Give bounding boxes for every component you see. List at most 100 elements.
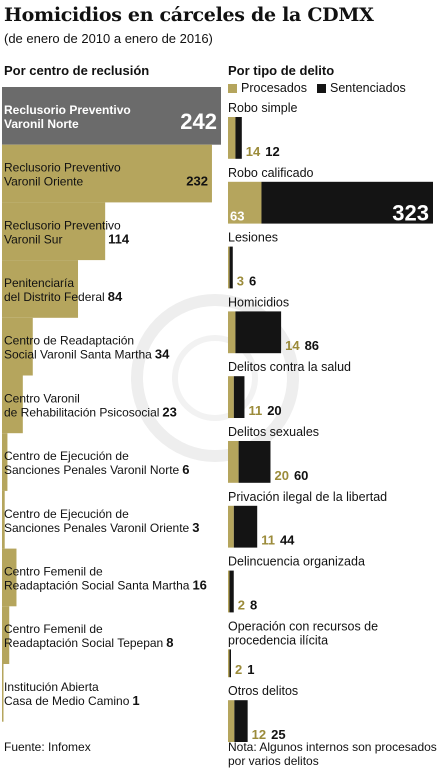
crime-label-7-line-1: Privación ilegal de la libertad xyxy=(228,490,387,504)
bar-center-label-7-line-1: Centro de Ejecución de xyxy=(4,449,129,463)
bar-center-11 xyxy=(2,664,4,722)
value-sentenciados-1: 12 xyxy=(265,144,279,159)
bar-procesados-2 xyxy=(228,181,262,224)
bar-procesados-8 xyxy=(228,570,230,613)
value-sentenciados-3: 6 xyxy=(249,273,256,288)
bar-center-label-10-line-2: Readaptación Social Tepepan xyxy=(4,636,163,650)
bar-center-value-7: 6 xyxy=(182,462,189,477)
bar-center-label-3-line-1: Reclusorio Preventivo xyxy=(4,218,121,232)
bar-center-value-2: 232 xyxy=(186,174,208,189)
bar-center-value-6: 23 xyxy=(162,404,176,419)
bar-center-label-1-line-2: Varonil Norte xyxy=(4,117,79,131)
bar-center-10 xyxy=(2,606,10,664)
crime-label-9-line-2: procedencia ilícita xyxy=(228,633,328,647)
crime-label-3-line-1: Lesiones xyxy=(228,231,278,245)
bar-center-label-6-line-1: Centro Varonil xyxy=(4,391,80,405)
footnote-line-1: Nota: Algunos internos son procesados xyxy=(228,740,437,754)
bar-center-value-4: 84 xyxy=(108,289,123,304)
value-procesados-6: 20 xyxy=(274,468,288,483)
bar-center-value-5: 34 xyxy=(155,347,170,362)
bar-center-label-9-line-2: Readaptación Social Santa Martha xyxy=(4,578,190,592)
bar-center-label-8-line-2: Sanciones Penales Varonil Oriente xyxy=(4,521,190,535)
bar-center-8 xyxy=(2,490,5,549)
bar-center-label-4-line-1: Penitenciaría xyxy=(4,276,74,290)
bar-sentenciados-1 xyxy=(235,117,242,159)
legend-swatch-procesados xyxy=(228,83,237,93)
crime-label-9-line-1: Operación con recursos de xyxy=(228,619,378,633)
bar-sentenciados-6 xyxy=(238,441,271,483)
value-sentenciados-8: 8 xyxy=(250,597,257,612)
chart-subtitle: (de enero de 2010 a enero de 2016) xyxy=(4,31,213,46)
value-procesados-3: 3 xyxy=(237,273,244,288)
bar-center-label-9-line-1: Centro Femenil de xyxy=(4,564,103,578)
bar-sentenciados-3 xyxy=(229,246,233,289)
bar-center-7 xyxy=(2,433,8,491)
value-sentenciados-6: 60 xyxy=(294,468,308,483)
value-sentenciados-10: 25 xyxy=(271,727,285,742)
bar-center-9 xyxy=(2,548,17,607)
bar-center-value-10: 8 xyxy=(166,635,173,650)
value-sentenciados-9: 1 xyxy=(247,662,254,677)
crime-label-10-line-1: Otros delitos xyxy=(228,684,298,698)
chart-title: Homicidios en cárceles de la CDMX xyxy=(4,4,374,26)
crime-label-2-line-1: Robo calificado xyxy=(228,166,314,180)
bar-center-5 xyxy=(2,317,33,376)
bar-center-value-11: 1 xyxy=(132,693,139,708)
bar-center-label-11-line-2: Casa de Medio Camino xyxy=(4,694,130,708)
value-procesados-4: 14 xyxy=(285,338,300,353)
bar-center-label-10-line-1: Centro Femenil de xyxy=(4,622,103,636)
value-procesados-9: 2 xyxy=(235,662,242,677)
bar-procesados-7 xyxy=(228,505,234,548)
bar-center-1 xyxy=(2,87,221,145)
bar-sentenciados-8 xyxy=(229,570,234,613)
crime-label-4-line-1: Homicidios xyxy=(228,295,289,309)
bar-sentenciados-10 xyxy=(234,700,248,742)
bar-center-label-7-line-2: Sanciones Penales Varonil Norte xyxy=(4,463,180,477)
bar-sentenciados-9 xyxy=(229,649,231,678)
bar-center-2 xyxy=(2,144,212,203)
bar-procesados-4 xyxy=(228,311,236,354)
bar-center-value-9: 16 xyxy=(192,577,206,592)
bar-center-value-1: 242 xyxy=(180,109,217,134)
value-procesados-10: 12 xyxy=(252,727,266,742)
bar-procesados-6 xyxy=(228,441,239,483)
value-sentenciados-2: 323 xyxy=(392,201,429,226)
bar-procesados-5 xyxy=(228,376,234,418)
bar-procesados-1 xyxy=(228,117,236,159)
crime-label-5-line-1: Delitos contra la salud xyxy=(228,360,351,374)
value-procesados-1: 14 xyxy=(246,144,261,159)
crime-label-8-line-1: Delincuencia organizada xyxy=(228,555,365,569)
value-sentenciados-5: 20 xyxy=(267,403,281,418)
crime-label-6-line-1: Delitos sexuales xyxy=(228,425,319,439)
bar-center-label-2-line-2: Varonil Oriente xyxy=(4,175,83,189)
bar-procesados-10 xyxy=(228,700,235,742)
emblem-watermark-icon xyxy=(131,294,299,462)
value-procesados-7: 11 xyxy=(261,533,275,548)
source-note: Fuente: Infomex xyxy=(4,740,91,754)
value-procesados-8: 2 xyxy=(238,597,245,612)
bar-procesados-3 xyxy=(228,246,230,289)
value-procesados-2: 63 xyxy=(230,209,244,224)
emblem-watermark-inner-icon xyxy=(172,335,258,421)
bar-center-label-3-line-2: Varonil Sur xyxy=(4,232,62,246)
crime-label-1-line-1: Robo simple xyxy=(228,101,298,115)
bar-center-value-3: 114 xyxy=(108,231,130,246)
legend-label-procesados: Procesados xyxy=(241,81,308,95)
value-sentenciados-7: 44 xyxy=(280,533,295,548)
footnote-line-2: por varios delitos xyxy=(228,754,319,768)
bar-center-label-5-line-2: Social Varonil Santa Martha xyxy=(4,348,152,362)
left-section-title: Por centro de reclusión xyxy=(4,63,150,78)
bar-sentenciados-4 xyxy=(235,311,282,354)
bar-center-label-11-line-1: Institución Abierta xyxy=(4,680,99,694)
bar-center-value-8: 3 xyxy=(192,520,199,535)
legend-label-sentenciados: Sentenciados xyxy=(330,81,406,95)
value-procesados-5: 11 xyxy=(248,403,262,418)
bar-center-6 xyxy=(2,375,23,434)
bar-center-label-4-line-2: del Distrito Federal xyxy=(4,290,105,304)
bar-center-label-1-line-1: Reclusorio Preventivo xyxy=(4,103,131,117)
bar-sentenciados-2 xyxy=(261,181,433,224)
bar-sentenciados-7 xyxy=(233,505,258,548)
bar-procesados-9 xyxy=(228,649,230,678)
bar-center-3 xyxy=(2,202,106,261)
